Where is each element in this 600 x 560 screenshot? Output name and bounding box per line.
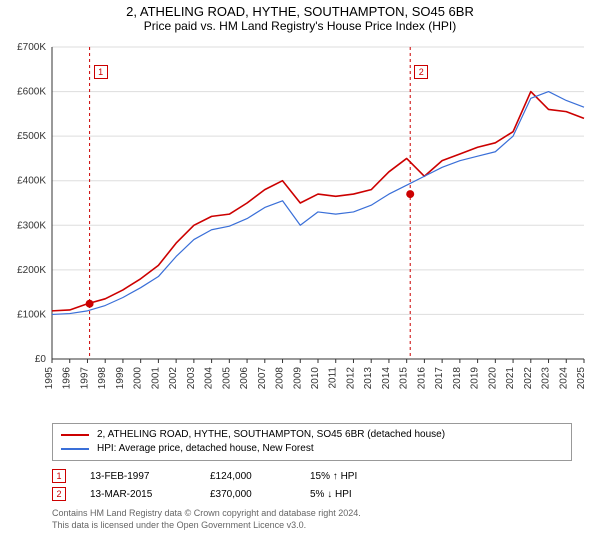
- legend-row: 2, ATHELING ROAD, HYTHE, SOUTHAMPTON, SO…: [61, 428, 563, 442]
- marker-price: £370,000: [210, 489, 310, 500]
- legend-box: 2, ATHELING ROAD, HYTHE, SOUTHAMPTON, SO…: [52, 423, 572, 461]
- svg-text:2016: 2016: [416, 367, 427, 390]
- svg-text:2021: 2021: [505, 367, 516, 390]
- chart-marker-badge: 2: [414, 65, 428, 79]
- legend-label: 2, ATHELING ROAD, HYTHE, SOUTHAMPTON, SO…: [97, 428, 445, 442]
- marker-diff: 15% ↑ HPI: [310, 471, 430, 482]
- chart-marker-badge: 1: [94, 65, 108, 79]
- svg-text:2000: 2000: [133, 367, 144, 390]
- svg-text:2025: 2025: [576, 367, 587, 390]
- svg-text:1998: 1998: [97, 367, 108, 390]
- svg-text:1995: 1995: [44, 367, 55, 390]
- footer-line: Contains HM Land Registry data © Crown c…: [52, 507, 572, 519]
- chart-title: 2, ATHELING ROAD, HYTHE, SOUTHAMPTON, SO…: [8, 4, 592, 19]
- svg-text:2006: 2006: [239, 367, 250, 390]
- svg-text:£300K: £300K: [17, 220, 46, 231]
- svg-text:£700K: £700K: [17, 42, 46, 53]
- svg-text:2017: 2017: [434, 367, 445, 390]
- marker-row: 2 13-MAR-2015 £370,000 5% ↓ HPI: [52, 485, 572, 503]
- marker-date: 13-MAR-2015: [90, 489, 210, 500]
- chart-container: 2, ATHELING ROAD, HYTHE, SOUTHAMPTON, SO…: [0, 0, 600, 560]
- svg-text:£400K: £400K: [17, 176, 46, 187]
- svg-text:2007: 2007: [257, 367, 268, 390]
- svg-text:£0: £0: [35, 354, 47, 365]
- svg-text:2001: 2001: [150, 367, 161, 390]
- svg-text:2013: 2013: [363, 367, 374, 390]
- chart-area: £0 £100K £200K £300K £400K £500K £600K £700K 199…: [8, 39, 592, 419]
- svg-text:2008: 2008: [275, 367, 286, 390]
- marker-diff: 5% ↓ HPI: [310, 489, 430, 500]
- svg-text:2024: 2024: [558, 367, 569, 390]
- legend-row: HPI: Average price, detached house, New …: [61, 442, 563, 456]
- svg-text:£100K: £100K: [17, 309, 46, 320]
- svg-text:2019: 2019: [470, 367, 481, 390]
- line-chart: £0 £100K £200K £300K £400K £500K £600K £700K 199…: [8, 39, 592, 419]
- svg-text:2014: 2014: [381, 367, 392, 390]
- marker-date: 13-FEB-1997: [90, 471, 210, 482]
- footer-line: This data is licensed under the Open Gov…: [52, 519, 572, 531]
- svg-text:£200K: £200K: [17, 265, 46, 276]
- svg-text:2003: 2003: [186, 367, 197, 390]
- svg-text:2023: 2023: [541, 367, 552, 390]
- legend-label: HPI: Average price, detached house, New …: [97, 442, 314, 456]
- marker-table: 1 13-FEB-1997 £124,000 15% ↑ HPI 2 13-MA…: [52, 467, 572, 503]
- svg-text:2018: 2018: [452, 367, 463, 390]
- svg-text:£500K: £500K: [17, 131, 46, 142]
- svg-text:1997: 1997: [79, 367, 90, 390]
- footer-attribution: Contains HM Land Registry data © Crown c…: [52, 507, 572, 531]
- svg-text:2009: 2009: [292, 367, 303, 390]
- legend-swatch: [61, 434, 89, 436]
- svg-text:2004: 2004: [204, 367, 215, 390]
- marker-row: 1 13-FEB-1997 £124,000 15% ↑ HPI: [52, 467, 572, 485]
- svg-text:2020: 2020: [487, 367, 498, 390]
- svg-text:2022: 2022: [523, 367, 534, 390]
- svg-text:2002: 2002: [168, 367, 179, 390]
- marker-badge: 2: [52, 487, 66, 501]
- legend-swatch: [61, 448, 89, 450]
- marker-badge: 1: [52, 469, 66, 483]
- svg-text:2012: 2012: [345, 367, 356, 390]
- marker-price: £124,000: [210, 471, 310, 482]
- chart-subtitle: Price paid vs. HM Land Registry's House …: [8, 19, 592, 33]
- svg-text:2005: 2005: [221, 367, 232, 390]
- svg-text:£600K: £600K: [17, 87, 46, 98]
- svg-text:2015: 2015: [399, 367, 410, 390]
- svg-text:1996: 1996: [62, 367, 73, 390]
- svg-text:2010: 2010: [310, 367, 321, 390]
- svg-text:2011: 2011: [328, 367, 339, 389]
- svg-text:1999: 1999: [115, 367, 126, 390]
